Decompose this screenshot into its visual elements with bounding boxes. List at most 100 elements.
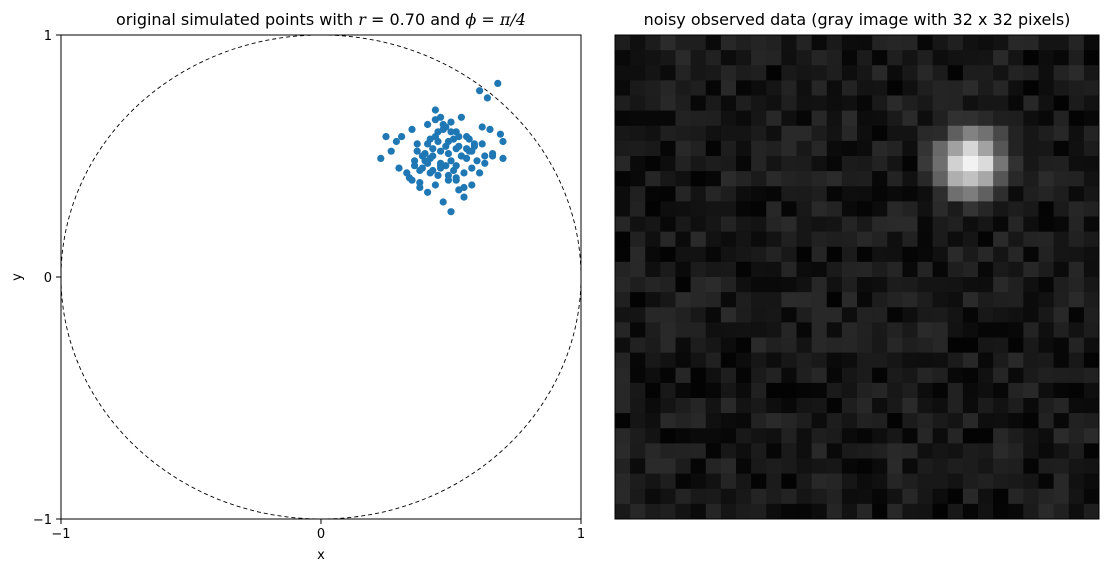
pixel-cell [645,307,661,323]
pixel-cell [811,80,828,96]
pixel-cell [615,488,631,505]
pixel-cell [1068,261,1085,278]
pixel-cell [978,246,994,263]
pixel-cell [1083,80,1100,96]
pixel-cell [751,428,767,444]
pixel-cell [811,352,828,369]
pixel-cell [705,277,722,293]
pixel-cell [826,503,843,520]
pixel-cell [705,337,722,354]
pixel-cell [615,428,631,444]
pixel-cell [1053,80,1070,96]
pixel-cell [766,246,782,263]
pixel-cell [1083,186,1100,202]
pixel-cell [993,65,1009,81]
pixel-cell [720,352,737,369]
pixel-cell [1068,337,1085,354]
scatter-point [408,125,416,133]
pixel-cell [705,246,722,263]
pixel-cell [1023,322,1039,338]
pixel-cell [720,231,737,248]
pixel-cell [993,382,1009,399]
pixel-cell [736,95,752,112]
scatter-point [434,137,442,146]
pixel-cell [962,110,979,127]
pixel-cell [660,488,676,505]
pixel-cell [1068,156,1085,172]
pixel-cell [1083,261,1100,278]
pixel-cell [811,186,828,202]
scatter-point [387,147,395,155]
pixel-cell [811,140,828,157]
pixel-cell [720,140,737,157]
pixel-cell [947,367,964,384]
pixel-cell [630,382,646,399]
pixel-cell [872,398,888,414]
pixel-cell [751,246,767,263]
scatter-point [486,125,494,133]
pixel-cell [615,367,631,384]
pixel-cell [841,428,858,444]
pixel-cell [660,292,676,308]
pixel-cell [766,292,782,308]
pixel-cell [615,95,631,112]
pixel-cell [1068,216,1085,233]
pixel-cell [978,458,994,475]
pixel-cell [1068,473,1085,490]
pixel-cell [615,277,631,293]
pixel-cell [1068,231,1085,248]
pixel-cell [705,201,722,217]
pixel-cell [811,473,828,490]
pixel-cell [1023,398,1039,414]
pixel-cell [947,246,964,263]
pixel-cell [766,65,782,81]
pixel-cell [615,186,631,202]
pixel-cell [1038,156,1055,172]
pixel-cell [615,398,631,414]
pixel-cell [841,352,858,369]
pixel-cell [720,186,737,202]
pixel-cell [1053,125,1070,142]
pixel-cell [1068,292,1085,308]
pixel-cell [766,352,782,369]
pixel-cell [766,156,782,172]
pixel-cell [1053,186,1070,202]
pixel-cell [705,382,722,399]
pixel-cell [796,95,813,112]
pixel-cell [751,413,767,429]
scatter-point [457,152,465,160]
pixel-cell [1083,201,1100,217]
pixel-cell [720,80,737,96]
pixel-cell [857,110,873,127]
pixel-cell [705,503,722,520]
pixel-cell [857,277,873,293]
pixel-grid [615,35,1100,520]
scatter-point [452,176,460,184]
pixel-cell [841,65,858,81]
pixel-cell [917,50,934,66]
pixel-cell [751,488,767,505]
pixel-cell [1038,473,1055,490]
pixel-cell [1023,231,1039,248]
pixel-cell [962,125,979,142]
pixel-cell [917,503,934,520]
pixel-cell [902,398,918,414]
pixel-cell [751,322,767,338]
pixel-cell [872,277,888,293]
pixel-cell [811,216,828,233]
pixel-cell [1023,261,1039,278]
pixel-cell [978,216,994,233]
pixel-cell [947,156,964,172]
pixel-cell [615,307,631,323]
pixel-cell [766,503,782,520]
pixel-cell [781,443,797,459]
pixel-cell [962,488,979,505]
pixel-cell [1038,216,1055,233]
pixel-cell [811,322,828,338]
pixel-cell [978,367,994,384]
pixel-cell [841,216,858,233]
pixel-cell [766,443,782,459]
pixel-cell [1008,140,1024,157]
pixel-cell [705,488,722,505]
pixel-cell [872,216,888,233]
